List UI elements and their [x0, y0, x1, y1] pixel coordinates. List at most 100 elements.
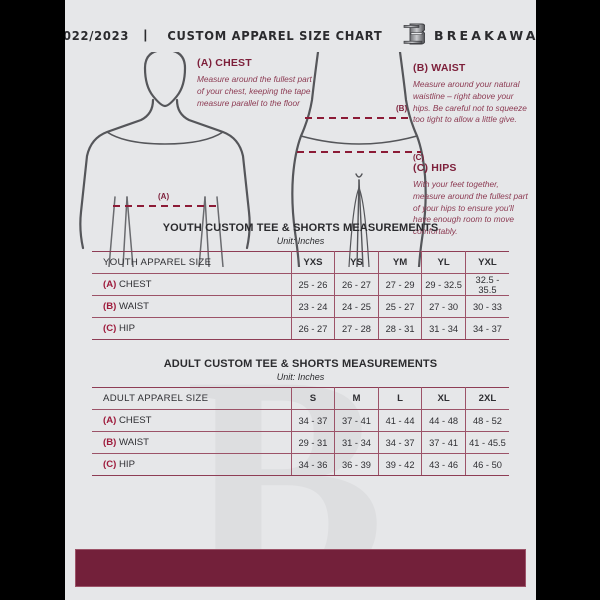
- cell: 34 - 37: [464, 317, 509, 340]
- measurement-dashed-lines: [113, 117, 421, 207]
- cell: 46 - 50: [464, 453, 509, 476]
- youth-size-table: YOUTH APPAREL SIZE YXS YS YM YL YXL (A) …: [92, 251, 509, 340]
- youth-size-col: YXL: [464, 251, 509, 274]
- cell: 41 - 45.5: [464, 431, 509, 454]
- adult-size-col: XL: [421, 387, 466, 410]
- adult-size-header: ADULT APPAREL SIZE: [92, 387, 292, 410]
- waist-marker-label: (B): [396, 104, 408, 113]
- cell: 29 - 32.5: [421, 273, 466, 296]
- row-label-text: HIP: [119, 323, 135, 334]
- table-row: (C) HIP 34 - 36 36 - 39 39 - 42 43 - 46 …: [92, 453, 509, 476]
- cell: 36 - 39: [334, 453, 379, 476]
- table-header-row: YOUTH APPAREL SIZE YXS YS YM YL YXL: [92, 251, 509, 274]
- size-chart-page: B 2022/2023 | CUSTOM APPAREL SIZE CHART …: [65, 0, 536, 600]
- callout-chest-body: Measure around the fullest part of your …: [197, 74, 312, 108]
- cell: 27 - 29: [377, 273, 423, 296]
- adult-size-col: M: [334, 387, 379, 410]
- table-row: (B) WAIST 23 - 24 24 - 25 25 - 27 27 - 3…: [92, 295, 509, 318]
- page-title: CUSTOM APPAREL SIZE CHART: [167, 27, 383, 43]
- youth-size-col: YS: [334, 251, 379, 274]
- adult-size-col: S: [290, 387, 336, 410]
- cell: 34 - 37: [377, 431, 423, 454]
- row-label-hip: (C) HIP: [92, 317, 292, 340]
- table-row: (A) CHEST 34 - 37 37 - 41 41 - 44 44 - 4…: [92, 409, 509, 432]
- callout-waist: (B) WAIST Measure around your natural wa…: [413, 62, 531, 126]
- cell: 37 - 41: [334, 409, 379, 432]
- cell: 34 - 36: [290, 453, 336, 476]
- adult-table-unit: Unit: Inches: [276, 372, 325, 382]
- cell: 28 - 31: [377, 317, 423, 340]
- breakaway-b-monogram-icon: [403, 23, 425, 45]
- header-season: 2022/2023: [65, 27, 130, 43]
- row-label-text: WAIST: [119, 301, 150, 312]
- cell: 31 - 34: [421, 317, 466, 340]
- table-header-row: ADULT APPAREL SIZE S M L XL 2XL: [92, 387, 509, 410]
- youth-size-col: YM: [377, 251, 423, 274]
- row-label-waist: (B) WAIST: [92, 295, 292, 318]
- callout-chest-heading: (A) CHEST: [197, 57, 252, 69]
- cell: 37 - 41: [421, 431, 466, 454]
- brand-logo: BREAKAWAY: [403, 22, 536, 48]
- row-tag: (B): [103, 301, 117, 312]
- cell: 34 - 37: [290, 409, 336, 432]
- youth-measurements-block: YOUTH CUSTOM TEE & SHORTS MEASUREMENTS U…: [92, 222, 509, 340]
- header-separator: |: [143, 28, 148, 42]
- adult-table-title: ADULT CUSTOM TEE & SHORTS MEASUREMENTS: [163, 358, 438, 370]
- youth-table-title: YOUTH CUSTOM TEE & SHORTS MEASUREMENTS: [162, 222, 439, 234]
- callout-waist-heading: (B) WAIST: [413, 62, 466, 74]
- hips-marker-label: (C): [413, 153, 425, 162]
- row-label-chest: (A) CHEST: [92, 409, 292, 432]
- cell: 41 - 44: [377, 409, 423, 432]
- row-label-text: WAIST: [119, 437, 150, 448]
- row-label-waist: (B) WAIST: [92, 431, 292, 454]
- cell: 44 - 48: [421, 409, 466, 432]
- cell: 32.5 - 35.5: [464, 273, 509, 296]
- youth-size-col: YL: [421, 251, 466, 274]
- row-tag: (C): [103, 323, 117, 334]
- cell: 48 - 52: [464, 409, 509, 432]
- table-row: (B) WAIST 29 - 31 31 - 34 34 - 37 37 - 4…: [92, 431, 509, 454]
- cell: 30 - 33: [464, 295, 509, 318]
- callout-hips: (C) HIPS With your feet together, measur…: [413, 162, 531, 238]
- cell: 27 - 30: [421, 295, 466, 318]
- page-header: 2022/2023 | CUSTOM APPAREL SIZE CHART BR…: [65, 20, 536, 50]
- cell: 43 - 46: [421, 453, 466, 476]
- brand-name: BREAKAWAY: [433, 27, 536, 43]
- cell: 26 - 27: [334, 273, 379, 296]
- row-label-text: HIP: [119, 459, 135, 470]
- chest-marker-label: (A): [158, 192, 170, 201]
- cell: 29 - 31: [290, 431, 336, 454]
- youth-table-unit: Unit: Inches: [276, 236, 325, 246]
- upper-body-figure: [79, 52, 251, 250]
- measurement-diagram: (A) CHEST Measure around the fullest par…: [65, 52, 536, 267]
- cell: 39 - 42: [377, 453, 423, 476]
- row-tag: (C): [103, 459, 117, 470]
- callout-chest: (A) CHEST Measure around the fullest par…: [197, 57, 315, 109]
- cell: 26 - 27: [290, 317, 336, 340]
- youth-size-col: YXS: [290, 251, 336, 274]
- row-tag: (A): [103, 415, 117, 426]
- cell: 23 - 24: [290, 295, 336, 318]
- cell: 25 - 27: [377, 295, 423, 318]
- adult-measurements-block: ADULT CUSTOM TEE & SHORTS MEASUREMENTS U…: [92, 358, 509, 476]
- callout-hips-heading: (C) HIPS: [413, 162, 457, 174]
- footer-bar: [75, 549, 526, 587]
- callout-waist-body: Measure around your natural waistline – …: [413, 79, 527, 125]
- table-row: (C) HIP 26 - 27 27 - 28 28 - 31 31 - 34 …: [92, 317, 509, 340]
- table-row: (A) CHEST 25 - 26 26 - 27 27 - 29 29 - 3…: [92, 273, 509, 296]
- row-tag: (B): [103, 437, 117, 448]
- row-label-chest: (A) CHEST: [92, 273, 292, 296]
- adult-size-col: 2XL: [464, 387, 509, 410]
- row-label-text: CHEST: [119, 279, 152, 290]
- row-label-hip: (C) HIP: [92, 453, 292, 476]
- row-tag: (A): [103, 279, 117, 290]
- youth-size-header: YOUTH APPAREL SIZE: [92, 251, 292, 274]
- callout-hips-body: With your feet together, measure around …: [413, 179, 528, 237]
- adult-size-col: L: [377, 387, 423, 410]
- adult-size-table: ADULT APPAREL SIZE S M L XL 2XL (A) CHES…: [92, 387, 509, 476]
- cell: 31 - 34: [334, 431, 379, 454]
- cell: 24 - 25: [334, 295, 379, 318]
- row-label-text: CHEST: [119, 415, 152, 426]
- cell: 25 - 26: [290, 273, 336, 296]
- cell: 27 - 28: [334, 317, 379, 340]
